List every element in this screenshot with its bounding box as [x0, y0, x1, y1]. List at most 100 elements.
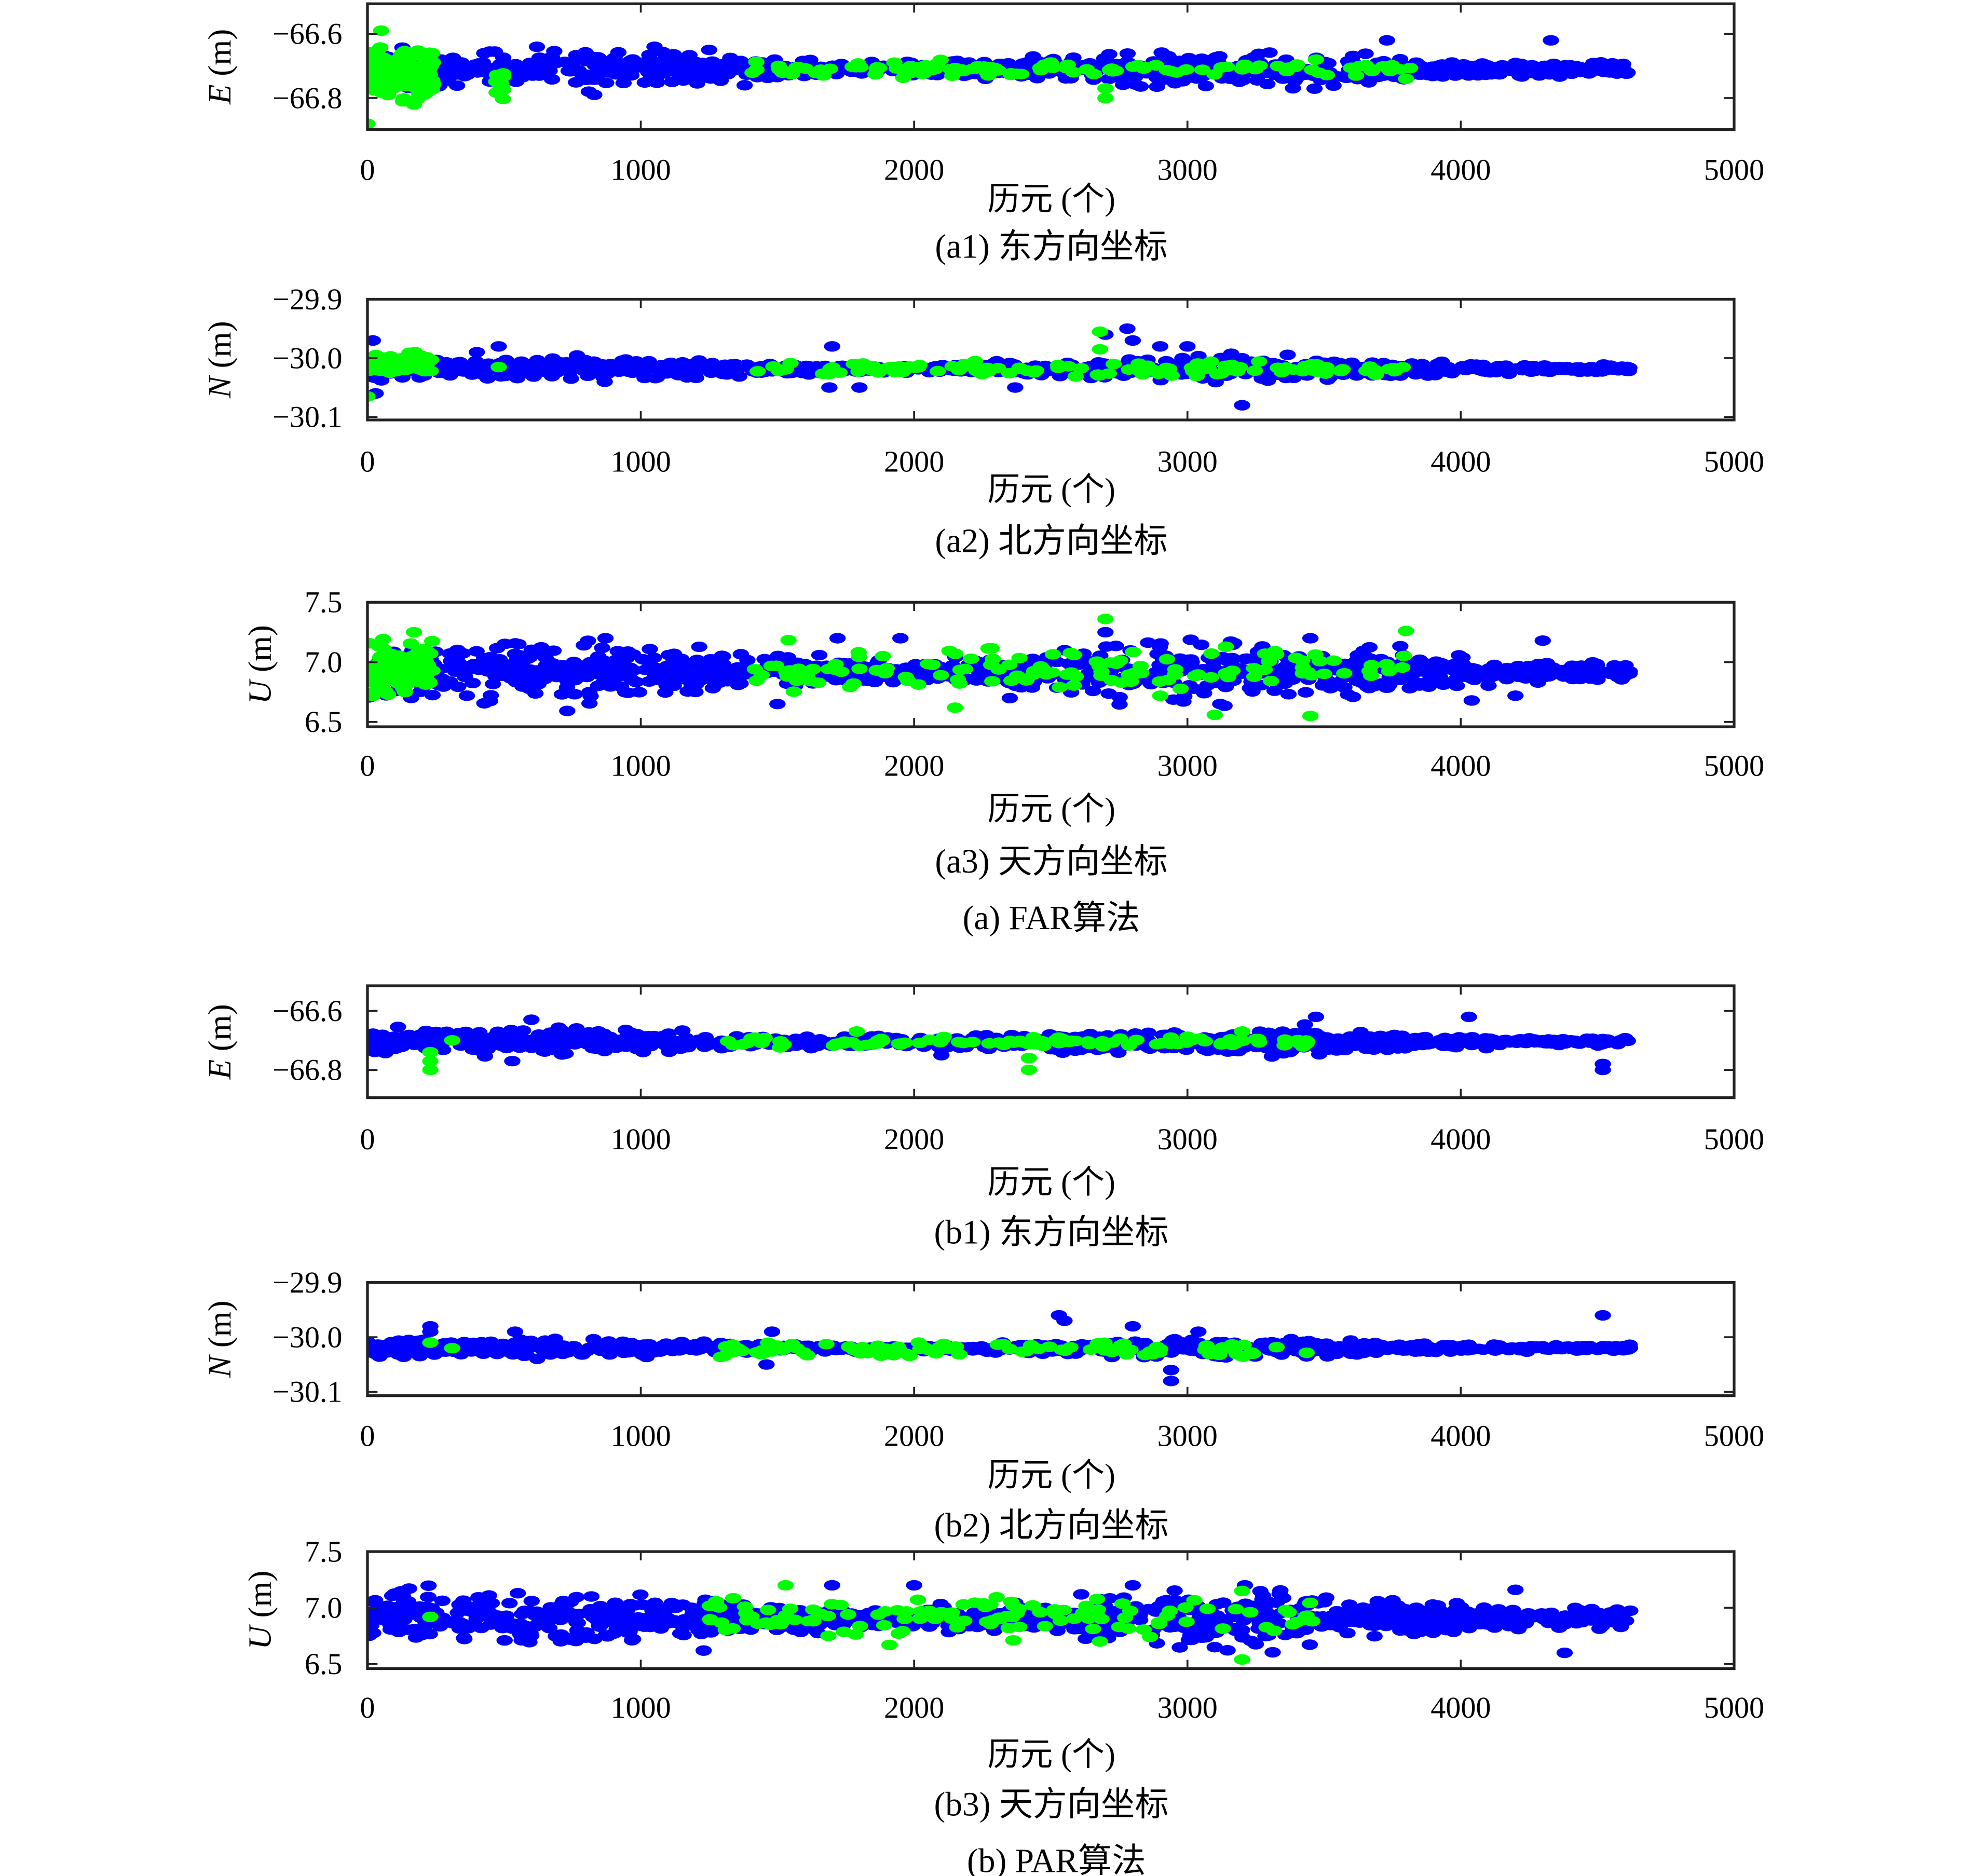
point-green: [1260, 656, 1277, 667]
point-green: [371, 365, 388, 376]
point-blue: [675, 75, 692, 86]
point-blue: [624, 363, 641, 375]
point-green: [1266, 646, 1284, 657]
point-green: [1125, 646, 1141, 658]
point-blue: [671, 653, 687, 664]
point-blue: [1270, 664, 1286, 675]
point-green: [370, 641, 387, 651]
point-green: [1159, 654, 1175, 665]
scatter-points: [367, 1011, 1636, 1076]
point-green: [1149, 1039, 1165, 1050]
point-blue: [1506, 64, 1522, 75]
point-blue: [933, 1050, 950, 1061]
point-blue: [509, 69, 526, 80]
point-blue: [559, 705, 576, 716]
panel-caption: (a3) 天方向坐标: [935, 843, 1168, 880]
point-blue: [546, 1027, 563, 1038]
y-tick-label: −66.6: [272, 994, 343, 1028]
x-tick-label: 1000: [610, 749, 671, 783]
panel-a1: 0 1000 2000 3000 4000 5000−66.6−66.8E (m)历元 (…: [201, 2, 1764, 266]
point-blue: [851, 382, 868, 393]
point-blue: [1475, 63, 1492, 74]
point-blue: [578, 671, 595, 683]
point-blue: [829, 633, 846, 644]
point-blue: [1321, 1038, 1339, 1049]
point-green: [779, 670, 796, 681]
point-blue: [1322, 683, 1339, 694]
point-blue: [1606, 59, 1623, 70]
point-blue: [701, 44, 718, 56]
point-blue: [631, 687, 648, 698]
point-green: [1067, 371, 1084, 382]
point-blue: [647, 73, 664, 85]
point-green: [1066, 680, 1082, 691]
point-green: [1234, 1026, 1250, 1037]
point-green: [491, 361, 507, 373]
point-blue: [1186, 683, 1202, 694]
point-green: [892, 64, 909, 75]
point-blue: [1219, 656, 1236, 667]
point-green: [924, 659, 941, 670]
point-blue: [1401, 683, 1418, 694]
point-green: [1336, 668, 1353, 679]
point-blue: [1423, 68, 1440, 79]
point-green: [768, 660, 785, 671]
point-green: [947, 62, 964, 74]
y-tick-label: −29.9: [272, 282, 343, 316]
point-blue: [612, 665, 629, 676]
axes-box: [366, 984, 1736, 1099]
point-green: [367, 391, 376, 402]
scatter-points: [367, 1310, 1639, 1386]
x-axis-label: 历元 (个): [987, 1164, 1115, 1201]
x-tick-label: 1000: [610, 444, 671, 478]
point-green: [1203, 648, 1220, 659]
point-blue: [1449, 680, 1465, 691]
point-green: [1126, 668, 1143, 678]
point-green: [1091, 370, 1108, 381]
point-blue: [545, 645, 562, 656]
point-blue: [561, 661, 578, 673]
point-blue: [594, 642, 610, 654]
point-blue: [687, 362, 703, 373]
point-blue: [654, 667, 671, 678]
point-green: [1025, 669, 1042, 680]
point-green: [950, 1037, 968, 1048]
point-blue: [558, 682, 576, 693]
point-green: [1270, 60, 1287, 72]
point-green: [910, 62, 927, 73]
scatter-points: [367, 323, 1638, 411]
point-green: [1172, 683, 1189, 695]
point-blue: [449, 644, 466, 656]
point-blue: [1556, 671, 1572, 682]
scatter-points: [367, 25, 1636, 129]
x-tick-label: 4000: [1430, 749, 1491, 783]
point-blue: [680, 1041, 697, 1052]
point-blue: [736, 80, 753, 91]
point-green: [984, 676, 1001, 687]
point-green: [987, 64, 1004, 75]
point-green: [1194, 64, 1211, 75]
point-blue: [1515, 663, 1531, 674]
point-green: [1081, 1039, 1098, 1050]
point-blue: [1111, 699, 1128, 710]
panel-caption: (a2) 北方向坐标: [935, 522, 1168, 560]
point-green: [404, 48, 420, 59]
point-green: [422, 1055, 439, 1067]
point-blue: [1467, 663, 1484, 675]
point-green: [1139, 360, 1156, 371]
point-blue: [1306, 83, 1323, 94]
point-green: [1299, 667, 1316, 677]
axes-box: [366, 601, 1736, 728]
panels: 0 1000 2000 3000 4000 5000−66.6−66.8E (m)历元 (…: [201, 2, 1764, 1824]
point-green: [770, 60, 787, 72]
point-blue: [448, 80, 466, 91]
point-green: [1334, 364, 1351, 375]
point-green: [1217, 360, 1234, 371]
point-green: [367, 675, 376, 686]
point-green: [952, 664, 969, 675]
point-green: [379, 689, 397, 700]
point-green: [415, 48, 432, 59]
point-blue: [1188, 73, 1205, 84]
point-blue: [719, 672, 737, 683]
point-blue: [568, 1023, 585, 1034]
